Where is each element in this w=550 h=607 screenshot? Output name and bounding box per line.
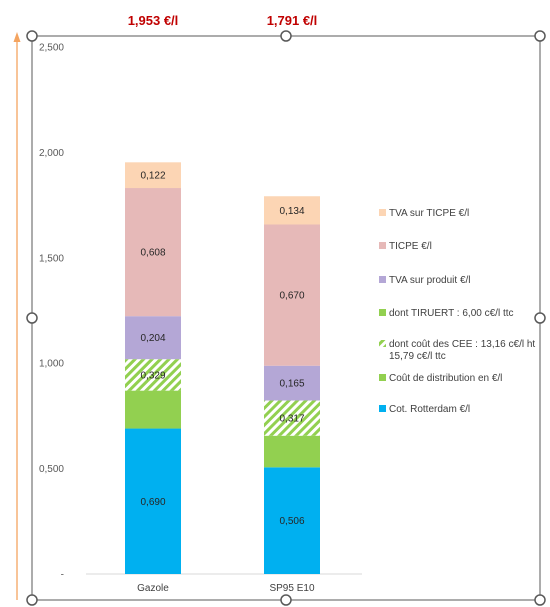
bar-segment (125, 359, 181, 391)
legend-swatch (379, 242, 386, 249)
y-tick-label: 0,500 (39, 464, 64, 475)
bar-segment (264, 224, 320, 366)
bar-segment (264, 435, 320, 468)
resize-handle-middle-right[interactable] (534, 312, 546, 324)
bar-segment (264, 365, 320, 401)
legend: TVA sur TICPE €/l TICPE €/l TVA sur produi… (379, 208, 535, 415)
legend-swatch (379, 276, 386, 283)
legend-label: Coût de distribution en €/l (389, 373, 502, 384)
legend-swatch (379, 405, 386, 412)
legend-swatch (379, 340, 386, 347)
legend-label: dont coût des CEE : 13,16 c€/l ht 15,79 c… (389, 339, 535, 362)
data-label: 0,506 (279, 516, 304, 527)
resize-handle-bottom-left[interactable] (26, 594, 38, 606)
legend-label: dont TIRUERT : 6,00 c€/l ttc (389, 308, 514, 319)
bar-segment (125, 162, 181, 189)
data-label: 0,329 (140, 370, 165, 381)
data-label: 0,122 (140, 171, 165, 182)
bar-segment (264, 467, 320, 574)
resize-handle-bottom-center[interactable] (280, 594, 292, 606)
legend-swatch (379, 374, 386, 381)
y-tick-label: 1,000 (39, 359, 64, 370)
resize-handle-bottom-right[interactable] (534, 594, 546, 606)
bars: 0,690 0,329 0,204 0,608 0,122 Gazole 1,953 €/l… (125, 13, 320, 594)
legend-label: Cot. Rotterdam €/l (389, 404, 470, 415)
category-label: SP95 E10 (269, 583, 314, 594)
resize-handle-top-right[interactable] (534, 30, 546, 42)
legend-label: TICPE €/l (389, 241, 432, 252)
total-label: 1,953 €/l (128, 13, 179, 28)
bar-segment (264, 400, 320, 436)
legend-swatch (379, 309, 386, 316)
y-tick-label: 2,500 (39, 43, 64, 54)
data-label: 0,317 (279, 414, 304, 425)
trend-arrow-head-icon (13, 32, 21, 42)
data-label: 0,165 (279, 379, 304, 390)
y-axis-ticks: - 0,500 1,000 1,500 2,000 2,500 (39, 43, 64, 581)
resize-handle-middle-left[interactable] (26, 312, 38, 324)
y-tick-label: 1,500 (39, 253, 64, 264)
category-label: Gazole (137, 583, 169, 594)
bar-segment (264, 196, 320, 225)
legend-label: TVA sur TICPE €/l (389, 208, 469, 219)
bar-segment (125, 188, 181, 317)
legend-swatch (379, 209, 386, 216)
data-label: 0,670 (279, 291, 304, 302)
resize-handle-top-left[interactable] (26, 30, 38, 42)
total-label: 1,791 €/l (267, 13, 318, 28)
data-label: 0,608 (140, 248, 165, 259)
bar-segment (125, 428, 181, 574)
y-tick-label: 2,000 (39, 148, 64, 159)
resize-handle-top-center[interactable] (280, 30, 292, 42)
bar-segment (125, 390, 181, 429)
data-label: 0,204 (140, 333, 165, 344)
bar-segment (125, 316, 181, 360)
legend-label: TVA sur produit €/l (389, 275, 471, 286)
data-label: 0,134 (279, 206, 304, 217)
y-tick-label: - (61, 570, 64, 581)
data-label: 0,690 (140, 497, 165, 508)
